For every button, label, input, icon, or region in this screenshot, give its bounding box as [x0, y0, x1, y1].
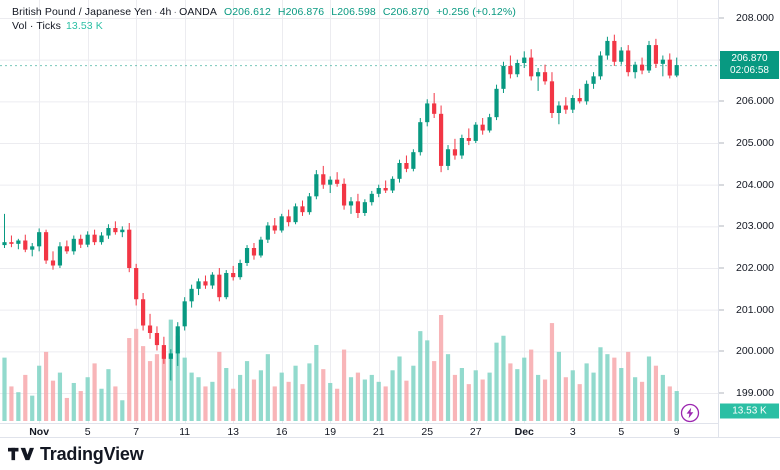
price-tick-mark	[719, 392, 724, 394]
time-tick-label: 16	[275, 426, 288, 438]
price-scale[interactable]: 206.870 02:06:58 13.53 K 208.000207.0002…	[718, 0, 780, 437]
open-number: 206.612	[232, 6, 271, 18]
legend-separator-1: ·	[154, 6, 158, 18]
high-number: 206.876	[285, 6, 325, 18]
time-tick-label: 5	[618, 426, 625, 438]
tradingview-logo-icon	[8, 447, 34, 461]
legend-separator-2: ·	[173, 6, 178, 18]
time-tick-label: 13	[227, 426, 240, 438]
price-tick-label: 199.000	[736, 387, 774, 399]
price-tick-mark	[719, 267, 724, 269]
time-tick-label: 9	[673, 426, 680, 438]
volume-title[interactable]: Vol · Ticks	[12, 20, 61, 32]
chart-legend: British Pound / Japanese Yen · 4h · OANDA O20…	[12, 5, 516, 33]
low-label: L	[331, 6, 338, 18]
high-label: H	[277, 6, 286, 18]
legend-main-row: British Pound / Japanese Yen · 4h · OANDA O20…	[12, 5, 516, 19]
high-value: H206.876	[278, 6, 324, 18]
time-tick-label: 27	[469, 426, 482, 438]
open-label: O	[223, 6, 233, 18]
price-tick-mark	[719, 309, 724, 311]
time-tick-label: 3	[569, 426, 576, 438]
price-tick-label: 204.000	[736, 178, 774, 191]
price-tick-label: 201.000	[736, 303, 774, 316]
open-value: O206.612	[224, 6, 271, 18]
price-tick-label: 208.000	[736, 12, 774, 24]
low-value: L206.598	[331, 6, 376, 18]
price-tick-mark	[719, 100, 724, 102]
time-scale[interactable]: Nov 5 7 11 13 16 19 21 25 27 Dec 3 5 9	[0, 423, 718, 438]
low-number: 206.598	[337, 6, 376, 18]
time-tick-label: Nov	[29, 426, 50, 438]
price-tick-mark	[719, 142, 724, 144]
price-tick-mark	[719, 350, 724, 352]
interval-label[interactable]: 4h	[159, 6, 172, 18]
time-tick-label: 19	[324, 426, 337, 438]
exchange-label[interactable]: OANDA	[179, 6, 217, 18]
bottom-divider	[0, 437, 780, 438]
chart-frame: 206.870 02:06:58 13.53 K 208.000207.0002…	[0, 0, 780, 438]
legend-volume-row: Vol · Ticks 13.53 K	[12, 19, 516, 33]
price-tick-label: 205.000	[736, 137, 774, 149]
current-price-badge: 206.870 02:06:58	[720, 51, 779, 80]
tradingview-logo[interactable]: TradingView	[8, 443, 144, 465]
tradingview-wordmark: TradingView	[40, 443, 144, 464]
change-value: +0.256 (+0.12%)	[436, 6, 516, 18]
price-tick-label: 203.000	[736, 220, 774, 233]
time-tick-label: 25	[421, 426, 434, 438]
close-value: C206.870	[383, 6, 429, 18]
volume-value: 13.53 K	[65, 20, 103, 32]
price-tick-mark	[719, 17, 724, 19]
time-tick-label: 21	[372, 426, 385, 438]
price-tick-label: 200.000	[736, 345, 774, 358]
time-tick-label: Dec	[514, 426, 534, 438]
bar-countdown: 02:06:58	[730, 64, 769, 76]
lightning-bolt-icon	[680, 403, 699, 423]
time-tick-label: 7	[133, 426, 140, 438]
current-price-value: 206.870	[731, 53, 768, 65]
time-tick-label: 5	[84, 426, 91, 438]
price-tick-mark	[719, 184, 724, 186]
price-tick-label: 206.000	[736, 95, 774, 108]
close-number: 206.870	[390, 6, 430, 18]
price-tick-label: 202.000	[736, 262, 774, 274]
chart-plot-area[interactable]	[0, 0, 718, 423]
time-tick-label: 11	[179, 426, 191, 438]
candlestick-svg	[0, 0, 718, 423]
symbol-name[interactable]: British Pound / Japanese Yen	[12, 6, 152, 18]
turbo-marker[interactable]	[680, 403, 700, 428]
volume-badge: 13.53 K	[720, 403, 779, 419]
close-label: C	[382, 6, 391, 18]
price-tick-mark	[719, 225, 724, 227]
